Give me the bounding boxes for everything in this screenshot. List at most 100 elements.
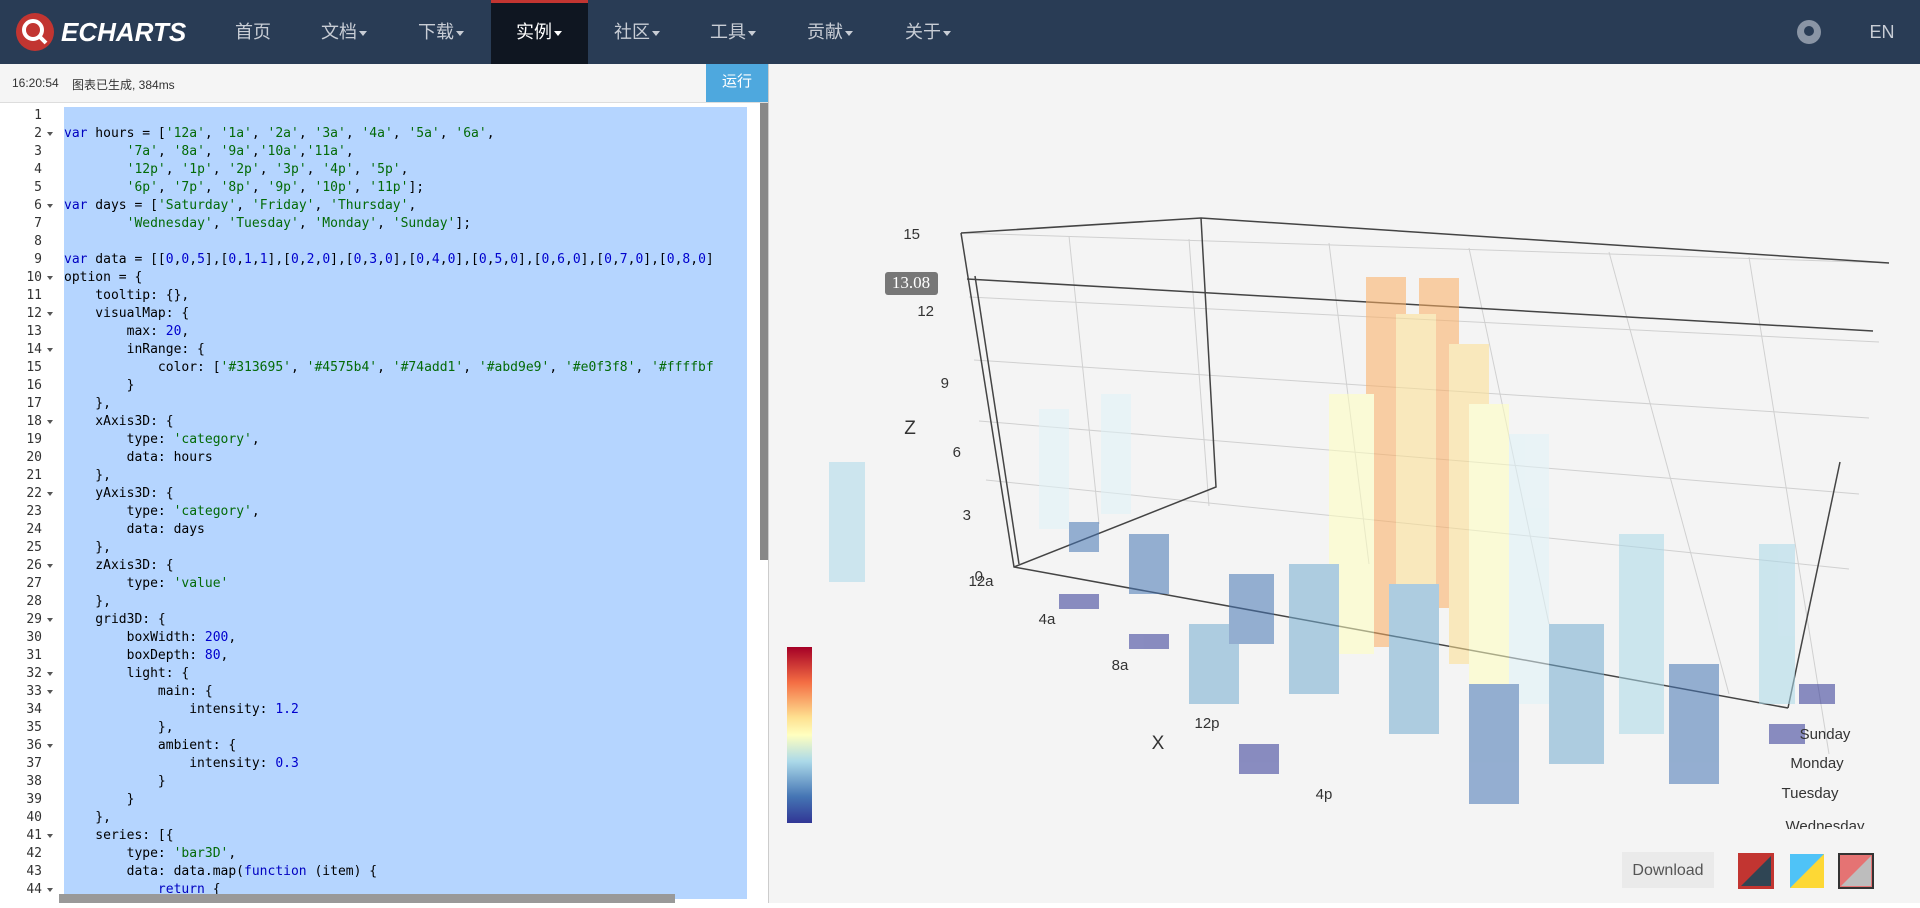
line-number: 3 (34, 144, 42, 159)
bars (829, 277, 1835, 804)
code-line: intensity: 0.3 (64, 755, 747, 773)
line-number: 41 (26, 828, 42, 843)
line-number: 40 (26, 810, 42, 825)
code-line: type: 'value' (64, 575, 747, 593)
code-line: }, (64, 593, 747, 611)
z-tick-label: 12 (917, 303, 934, 320)
nav-item[interactable]: 文档 (321, 0, 367, 64)
line-number: 2 (34, 126, 42, 141)
code-line: max: 20, (64, 323, 747, 341)
line-number: 23 (26, 504, 42, 519)
nav-item[interactable]: 贡献 (807, 0, 853, 64)
github-icon[interactable] (1796, 19, 1822, 45)
editor-panel: 16:20:54 图表已生成, 384ms 运行 1 2 var hours = [… (0, 64, 768, 903)
nav-item[interactable]: 下载 (418, 0, 464, 64)
code-line: option = { (64, 269, 747, 287)
fold-marker[interactable] (47, 744, 53, 748)
code-line: type: 'bar3D', (64, 845, 747, 863)
code-line: light: { (64, 665, 747, 683)
divider (768, 64, 769, 903)
lang-switch[interactable]: EN (1869, 22, 1895, 42)
nav-item[interactable]: 社区 (614, 0, 660, 64)
code-line: '6p', '7p', '8p', '9p', '10p', '11p']; (64, 179, 747, 197)
nav-item[interactable]: 工具 (710, 0, 756, 64)
code-line: '7a', '8a', '9a','10a','11a', (64, 143, 747, 161)
z-tick-label: 0 (975, 568, 983, 585)
theme-switch (1738, 853, 1874, 889)
fold-marker[interactable] (47, 348, 53, 352)
download-button[interactable] (1622, 852, 1714, 888)
nav-item[interactable]: 关于 (905, 0, 951, 64)
dropdown-caret (554, 30, 562, 36)
fold-marker[interactable] (47, 276, 53, 280)
nav-item[interactable]: 首页 (235, 0, 271, 64)
line-number: 15 (26, 360, 42, 375)
code-line: 'Wednesday', 'Tuesday', 'Monday', 'Sunda… (64, 215, 747, 233)
line-number: 24 (26, 522, 42, 537)
fold-marker[interactable] (47, 420, 53, 424)
line-number: 35 (26, 720, 42, 735)
fold-marker[interactable] (47, 492, 53, 496)
code-line: inRange: { (64, 341, 747, 359)
line-number: 8 (34, 234, 42, 249)
nav-item[interactable]: 实例 (516, 0, 562, 64)
line-number: 26 (26, 558, 42, 573)
x-tick-label: 12a (968, 573, 994, 590)
fold-marker[interactable] (47, 132, 53, 136)
line-number: 36 (26, 738, 42, 753)
line-number: 30 (26, 630, 42, 645)
code-line: }, (64, 395, 747, 413)
code-line: var data = [[0,0,5],[0,1,1],[0,2,0],[0,3… (64, 251, 747, 269)
line-number: 29 (26, 612, 42, 627)
nav-item-label: 社区 (614, 22, 650, 42)
code-line: } (64, 791, 747, 809)
nav-item-label: 下载 (418, 22, 454, 42)
fold-marker[interactable] (47, 834, 53, 838)
line-number: 20 (26, 450, 42, 465)
line-number: 31 (26, 648, 42, 663)
code-line: color: ['#313695', '#4575b4', '#74add1',… (64, 359, 747, 377)
visual-map[interactable] (787, 647, 812, 823)
fold-marker[interactable] (47, 204, 53, 208)
line-number: 43 (26, 864, 42, 879)
line-number: 14 (26, 342, 42, 357)
fold-marker[interactable] (47, 564, 53, 568)
code-line: yAxis3D: { (64, 485, 747, 503)
chart: 15 12 9 6 3 0 Z X 12a 4a 8a 12p 4p Sunday Monday Tuesda… (787, 217, 1890, 889)
line-number: 38 (26, 774, 42, 789)
logo-text[interactable]: ECHARTS (61, 17, 187, 47)
line-number: 19 (26, 432, 42, 447)
line-number: 32 (26, 666, 42, 681)
code-editor[interactable]: 1 2 var hours = ['12a', '1a', '2a', '3a', … (0, 103, 768, 903)
line-number: 11 (26, 288, 42, 303)
code-line: }, (64, 467, 747, 485)
v-scrollbar[interactable] (760, 103, 768, 560)
fold-marker[interactable] (47, 888, 53, 892)
line-number: 44 (26, 882, 42, 897)
code-line: data: hours (64, 449, 747, 467)
y-tick-label: Wednesday (1786, 818, 1865, 835)
run-button[interactable]: 运行 (706, 64, 768, 102)
fold-marker[interactable] (47, 690, 53, 694)
code-line: } (64, 773, 747, 791)
code-line: }, (64, 809, 747, 827)
nav-item-label: 文档 (321, 22, 357, 42)
active-tab-bg (491, 0, 588, 64)
h-scrollbar[interactable] (59, 894, 675, 903)
line-number: 10 (26, 270, 42, 285)
x-tick-label: 12p (1194, 715, 1219, 732)
fold-marker[interactable] (47, 672, 53, 676)
nav-item-label: 工具 (710, 22, 746, 42)
nav-item-label: 关于 (905, 22, 941, 42)
fold-marker[interactable] (47, 618, 53, 622)
fold-marker[interactable] (47, 312, 53, 316)
line-number: 12 (26, 306, 42, 321)
line-number: 6 (34, 198, 42, 213)
z-tick-label: 3 (963, 507, 971, 524)
line-number: 17 (26, 396, 42, 411)
x-tick-label: 8a (1112, 657, 1129, 674)
code-line: }, (64, 719, 747, 737)
download-label[interactable]: Download (1632, 862, 1703, 879)
logo-icon (16, 13, 54, 51)
y-tick-label: Tuesday (1782, 785, 1839, 802)
